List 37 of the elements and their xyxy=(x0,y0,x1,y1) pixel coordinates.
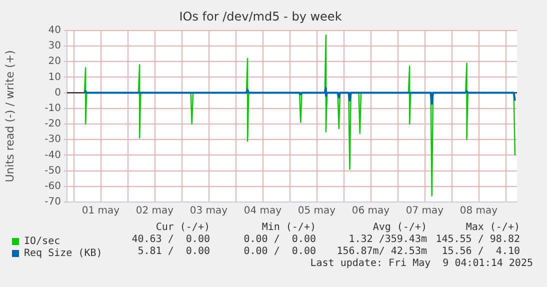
x-tick-label: 07 may xyxy=(406,206,444,217)
x-tick-label: 08 may xyxy=(460,206,498,217)
legend-label: Req Size (KB) xyxy=(24,248,102,259)
legend-label: IO/sec xyxy=(24,236,60,247)
y-tick-label: 40 xyxy=(48,24,61,36)
x-tick-label: 06 may xyxy=(352,206,390,217)
y-tick-label: -60 xyxy=(44,180,61,192)
y-tick-label: -20 xyxy=(44,118,61,130)
x-tick-label: 04 may xyxy=(244,206,282,217)
text: Max (-/+) xyxy=(466,222,520,233)
x-tick-label: 03 may xyxy=(190,206,228,217)
y-tick-label: 20 xyxy=(48,56,61,68)
text: 145.55 / 98.82 xyxy=(436,234,520,245)
chart-title: IOs for /dev/md5 - by week xyxy=(179,9,342,24)
y-tick-label: 10 xyxy=(48,72,61,83)
text: 0.00 / 0.00 xyxy=(244,246,316,257)
y-tick-label: -70 xyxy=(44,196,61,208)
x-tick-label: 02 may xyxy=(136,206,174,217)
text: 15.56 / 4.10 xyxy=(442,246,520,257)
text: 0.00 / 0.00 xyxy=(244,234,316,245)
y-tick-label: -50 xyxy=(44,165,61,176)
text: 156.87m/ 42.53m xyxy=(336,246,427,257)
y-tick-label: -40 xyxy=(44,150,61,161)
y-tick-label: 30 xyxy=(48,40,61,52)
text: 40.63 / 0.00 xyxy=(132,234,210,245)
y-tick-label: -30 xyxy=(44,134,61,146)
x-tick-label: 05 may xyxy=(298,206,336,217)
text: 5.81 / 0.00 xyxy=(138,246,210,257)
text: 1.32 /359.43m xyxy=(348,234,427,245)
y-tick-label: 0 xyxy=(54,87,61,98)
text: Min (-/+) xyxy=(262,222,316,233)
y-axis-title: Units read (-) / write (+) xyxy=(3,50,16,182)
y-tick-label: -10 xyxy=(44,102,61,114)
text: Last update: Fri May 9 04:01:14 2025 xyxy=(310,258,533,269)
text: Cur (-/+) xyxy=(156,222,210,233)
x-tick-label: 01 may xyxy=(82,206,120,217)
text: Avg (-/+) xyxy=(372,222,427,233)
